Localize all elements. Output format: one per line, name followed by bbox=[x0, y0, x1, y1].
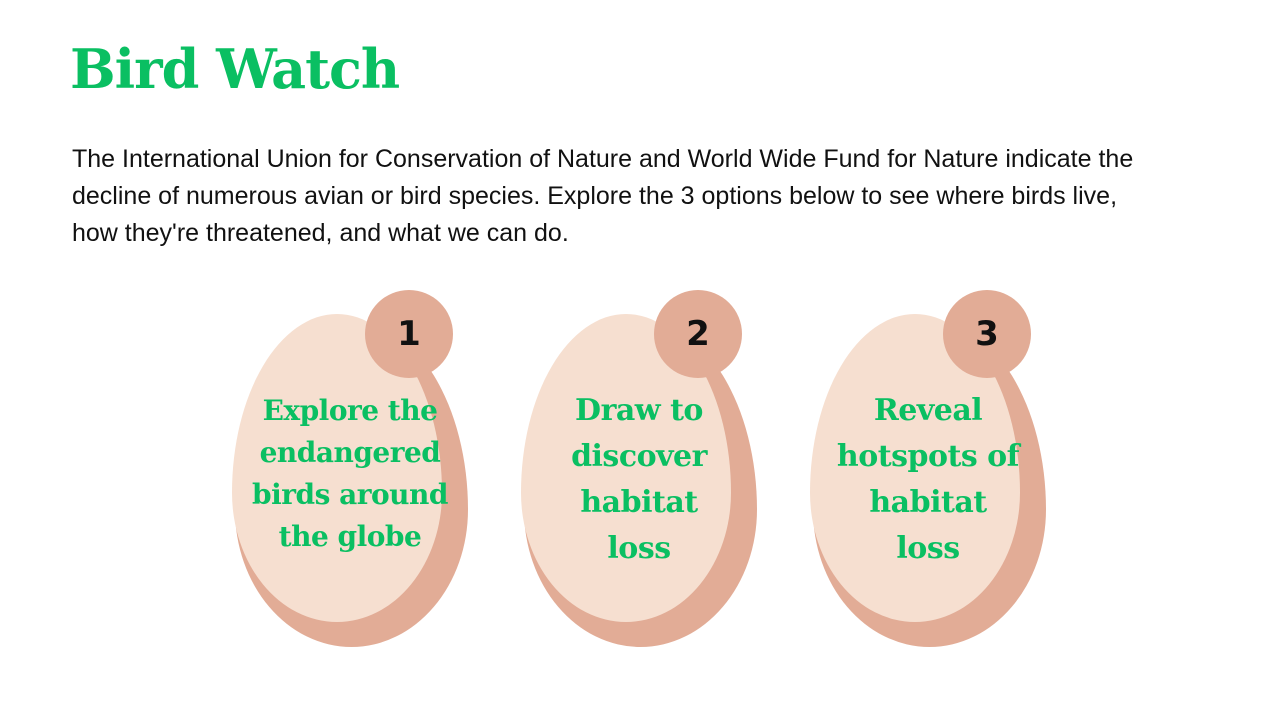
option-number: 2 bbox=[686, 314, 710, 354]
option-label-line: habitat bbox=[869, 485, 987, 520]
option-explore-birds[interactable]: 1 Explore the endangered birds around th… bbox=[230, 290, 470, 650]
option-label-line: Explore the bbox=[262, 394, 438, 427]
option-label-line: hotspots of bbox=[836, 439, 1020, 474]
option-label-line: Reveal bbox=[873, 393, 983, 428]
option-label-line: birds around bbox=[252, 478, 448, 511]
option-label: Draw to discover habitat loss bbox=[519, 388, 759, 572]
option-number: 1 bbox=[397, 314, 421, 354]
option-label-line: Draw to bbox=[575, 393, 703, 428]
option-label-line: the globe bbox=[278, 520, 422, 553]
option-number-badge: 2 bbox=[654, 290, 742, 378]
option-number-badge: 1 bbox=[365, 290, 453, 378]
option-label: Explore the endangered birds around the … bbox=[230, 390, 470, 558]
option-draw-habitat-loss[interactable]: 2 Draw to discover habitat loss bbox=[519, 290, 759, 650]
option-label-line: loss bbox=[896, 531, 960, 566]
page-title: Bird Watch bbox=[70, 37, 400, 101]
option-label-line: loss bbox=[607, 531, 671, 566]
option-label: Reveal hotspots of habitat loss bbox=[808, 388, 1048, 572]
option-number: 3 bbox=[975, 314, 999, 354]
option-reveal-hotspots[interactable]: 3 Reveal hotspots of habitat loss bbox=[808, 290, 1048, 650]
option-label-line: endangered bbox=[259, 436, 441, 469]
intro-paragraph: The International Union for Conservation… bbox=[72, 145, 1134, 247]
option-label-line: discover bbox=[571, 439, 707, 474]
option-label-line: habitat bbox=[580, 485, 698, 520]
option-number-badge: 3 bbox=[943, 290, 1031, 378]
